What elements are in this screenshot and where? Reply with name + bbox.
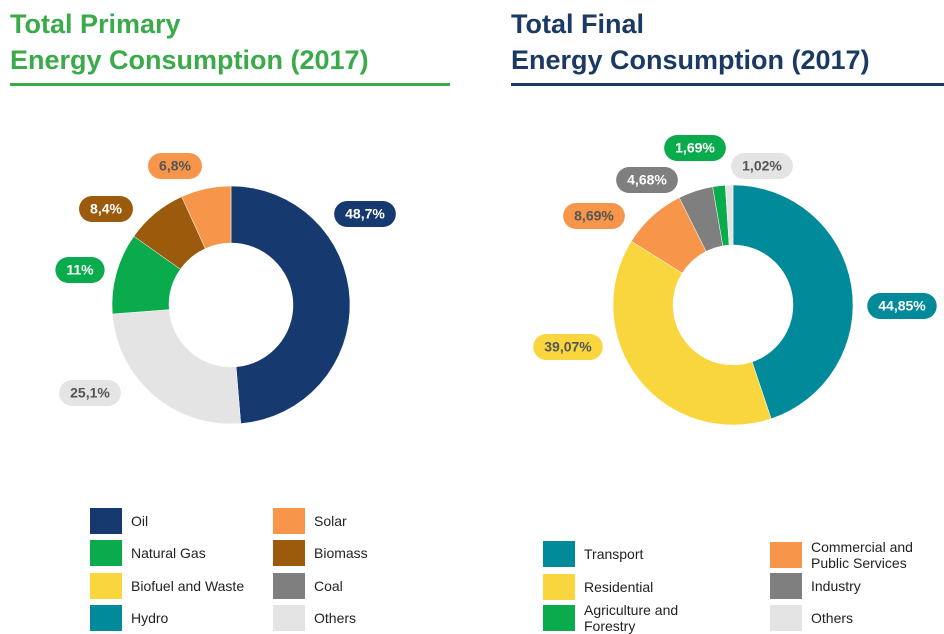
value-label-pill <box>334 201 396 227</box>
value-label: 39,07% <box>533 334 603 360</box>
value-label-text: 1,02% <box>742 158 782 174</box>
value-label-text: 25,1% <box>70 385 110 401</box>
value-label: 25,1% <box>59 380 121 406</box>
legend-swatch <box>770 573 802 599</box>
value-label-text: 8,69% <box>574 208 614 224</box>
legend-label: Natural Gas <box>131 545 206 561</box>
legend-label: Biomass <box>314 545 368 561</box>
legend-swatch <box>543 605 575 631</box>
legend-label: Coal <box>314 578 343 594</box>
legend-swatch <box>90 540 122 566</box>
title-rule <box>10 83 450 86</box>
value-label-pill <box>79 196 133 222</box>
legend-label: Transport <box>584 546 644 562</box>
value-label-text: 8,4% <box>90 201 122 217</box>
legend-label: Commercial and Public Services <box>811 539 913 571</box>
donut-slice <box>181 185 232 249</box>
value-label-pill <box>148 153 202 179</box>
value-label: 4,68% <box>616 167 678 193</box>
legend-swatch <box>770 605 802 631</box>
legend-swatch <box>90 573 122 599</box>
value-label-pill <box>59 380 121 406</box>
legend-label: Biofuel and Waste <box>131 578 245 594</box>
chart-title: Total Final <box>511 9 644 39</box>
value-label: 1,69% <box>664 135 726 161</box>
value-label-text: 11% <box>66 262 94 278</box>
value-label: 6,8% <box>148 153 202 179</box>
legend-label: Others <box>314 610 357 626</box>
value-label-pill <box>867 293 937 319</box>
legend-label: Industry <box>811 578 861 594</box>
legend-label: Hydro <box>131 610 169 626</box>
donut-slice <box>112 309 241 425</box>
legend-label: Agriculture and Forestry <box>584 602 679 634</box>
legend-swatch <box>273 573 305 599</box>
value-label: 44,85% <box>867 293 937 319</box>
value-label: 11% <box>55 257 105 283</box>
chart-title: Energy Consumption (2017) <box>10 45 369 75</box>
value-label-text: 6,8% <box>159 158 191 174</box>
donut-slice <box>612 240 772 426</box>
value-label-pill <box>563 203 625 229</box>
value-label-pill <box>731 153 793 179</box>
chart-title: Total Primary <box>10 9 181 39</box>
legend-label: Solar <box>314 513 347 529</box>
donut-slice <box>732 184 854 420</box>
legend-swatch <box>770 542 802 568</box>
value-label: 8,69% <box>563 203 625 229</box>
legend-label: Oil <box>131 513 149 529</box>
legend-swatch <box>273 508 305 534</box>
legend-label: Residential <box>584 579 654 595</box>
value-label: 48,7% <box>334 201 396 227</box>
value-label-pill <box>616 167 678 193</box>
donut-slice <box>230 185 351 424</box>
legend-label: Others <box>811 610 854 626</box>
legend-swatch <box>273 540 305 566</box>
value-label-text: 39,07% <box>544 339 592 355</box>
value-label: 8,4% <box>79 196 133 222</box>
value-label-pill <box>533 334 603 360</box>
legend-swatch <box>90 508 122 534</box>
value-label-pill <box>55 257 105 283</box>
value-label-text: 44,85% <box>878 298 926 314</box>
legend-swatch <box>273 605 305 631</box>
value-label-pill <box>664 135 726 161</box>
value-label-text: 4,68% <box>627 172 667 188</box>
donut-slice <box>725 184 734 246</box>
title-rule <box>511 83 944 86</box>
legend-swatch <box>90 605 122 631</box>
value-label: 1,02% <box>731 153 793 179</box>
value-label-text: 48,7% <box>345 206 385 222</box>
value-label-text: 1,69% <box>675 140 715 156</box>
legend-swatch <box>543 574 575 600</box>
chart-title: Energy Consumption (2017) <box>511 45 870 75</box>
legend-swatch <box>543 541 575 567</box>
